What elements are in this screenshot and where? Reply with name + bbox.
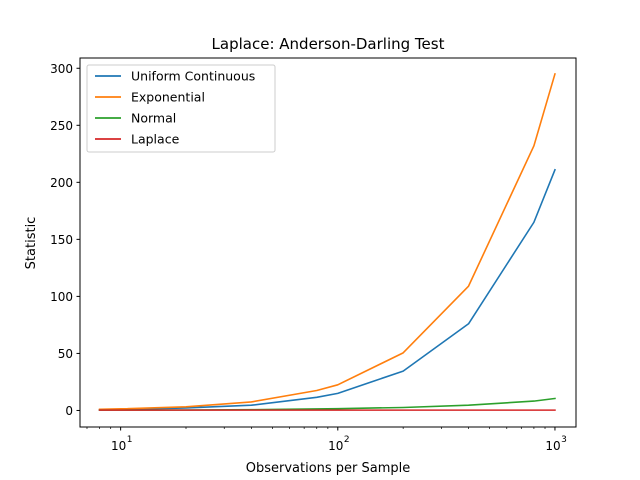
x-axis-label: Observations per Sample [246,461,411,476]
y-tick-label: 0 [65,404,73,418]
x-tick-label: 10 [111,439,126,453]
legend-label-3: Laplace [131,132,180,147]
chart-title: Laplace: Anderson-Darling Test [212,35,445,53]
y-tick-label: 200 [50,176,73,190]
series-layer [98,72,556,411]
series-line-0 [98,168,556,411]
y-tick-label: 250 [50,119,73,133]
series-line-1 [98,72,556,411]
x-tick-label: 10 [545,439,560,453]
y-tick-label: 150 [50,233,73,247]
legend-label-1: Exponential [131,90,205,105]
y-axis-label: Statistic [24,217,39,270]
x-tick-exponent: 1 [127,435,133,445]
y-tick-label: 300 [50,62,73,76]
y-axis: 0 50 100 150 200 250 300 [50,62,80,418]
legend-label-0: Uniform Continuous [131,69,255,84]
legend: Uniform Continuous Exponential Normal Lapla… [86,64,276,153]
x-tick-exponent: 2 [344,435,350,445]
x-tick-exponent: 3 [561,435,567,445]
legend-frame [86,64,276,153]
y-tick-label: 50 [58,347,73,361]
legend-label-2: Normal [131,111,176,126]
y-tick-label: 100 [50,290,73,304]
x-tick-label: 10 [328,439,343,453]
x-axis: 10 1 10 2 10 3 [86,427,567,453]
